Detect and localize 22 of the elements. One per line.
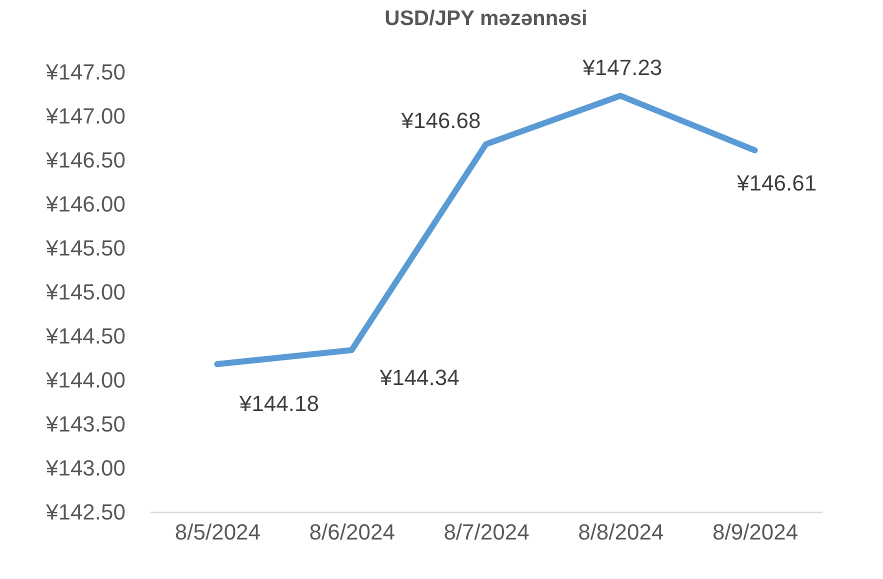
y-tick-label: ¥144.00 bbox=[44, 368, 126, 392]
y-tick-label: ¥143.50 bbox=[44, 412, 126, 436]
x-tick-label: 8/5/2024 bbox=[174, 520, 261, 544]
y-tick-label: ¥145.50 bbox=[44, 236, 126, 260]
x-tick-label: 8/7/2024 bbox=[444, 520, 530, 544]
x-tick-label: 8/6/2024 bbox=[309, 520, 395, 544]
y-tick-label: ¥146.50 bbox=[44, 148, 126, 172]
y-tick-label: ¥142.50 bbox=[44, 500, 126, 524]
data-label: ¥146.61 bbox=[736, 170, 817, 196]
x-tick-label: 8/9/2024 bbox=[712, 520, 798, 544]
y-tick-label: ¥145.00 bbox=[44, 280, 126, 304]
data-label: ¥147.23 bbox=[582, 54, 662, 80]
chart-title: USD/JPY məzənnəsi bbox=[384, 6, 588, 30]
y-tick-label: ¥147.50 bbox=[44, 60, 126, 84]
data-label: ¥144.18 bbox=[238, 391, 319, 416]
y-tick-label: ¥144.50 bbox=[44, 324, 126, 348]
y-tick-label: ¥146.00 bbox=[44, 192, 126, 216]
y-tick-label: ¥143.00 bbox=[44, 456, 126, 480]
data-label: ¥146.68 bbox=[400, 108, 481, 134]
y-tick-label: ¥147.00 bbox=[44, 104, 126, 128]
x-tick-label: 8/8/2024 bbox=[578, 520, 664, 544]
data-label: ¥144.34 bbox=[378, 365, 460, 390]
